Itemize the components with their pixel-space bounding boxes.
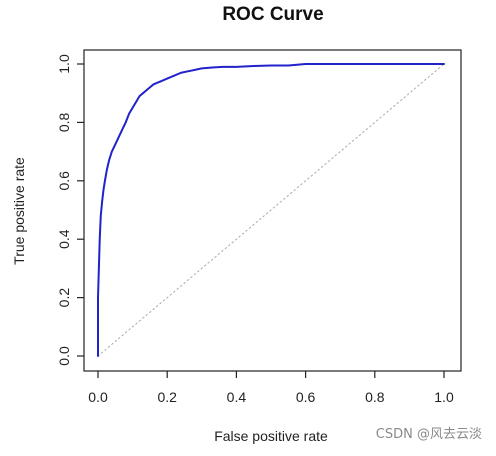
- chart-title: ROC Curve: [222, 4, 323, 25]
- plot-area: [97, 63, 445, 357]
- y-axis: 0.0 0.2 0.4 0.6 0.8 1.0: [56, 54, 84, 366]
- y-tick-label: 0.6: [56, 171, 72, 191]
- chance-diagonal-line: [97, 63, 445, 357]
- x-tick-label: 1.0: [434, 389, 454, 405]
- y-axis-label: True positive rate: [11, 157, 27, 265]
- y-tick-label: 0.4: [56, 229, 72, 249]
- x-axis: 0.0 0.2 0.4 0.6 0.8 1.0: [88, 371, 454, 405]
- y-tick-label: 0.2: [56, 288, 72, 308]
- x-tick-label: 0.0: [88, 389, 108, 405]
- x-tick-label: 0.8: [365, 389, 385, 405]
- watermark: CSDN @风去云淡: [375, 427, 482, 442]
- y-tick-label: 0.8: [56, 112, 72, 132]
- y-tick-label: 1.0: [56, 54, 72, 74]
- x-axis-label: False positive rate: [214, 428, 328, 444]
- plot-frame: [83, 49, 462, 372]
- roc-curve-line: [97, 63, 445, 357]
- x-tick-label: 0.2: [157, 389, 177, 405]
- y-tick-label: 0.0: [56, 346, 72, 366]
- x-tick-label: 0.6: [296, 389, 316, 405]
- x-tick-label: 0.4: [227, 389, 247, 405]
